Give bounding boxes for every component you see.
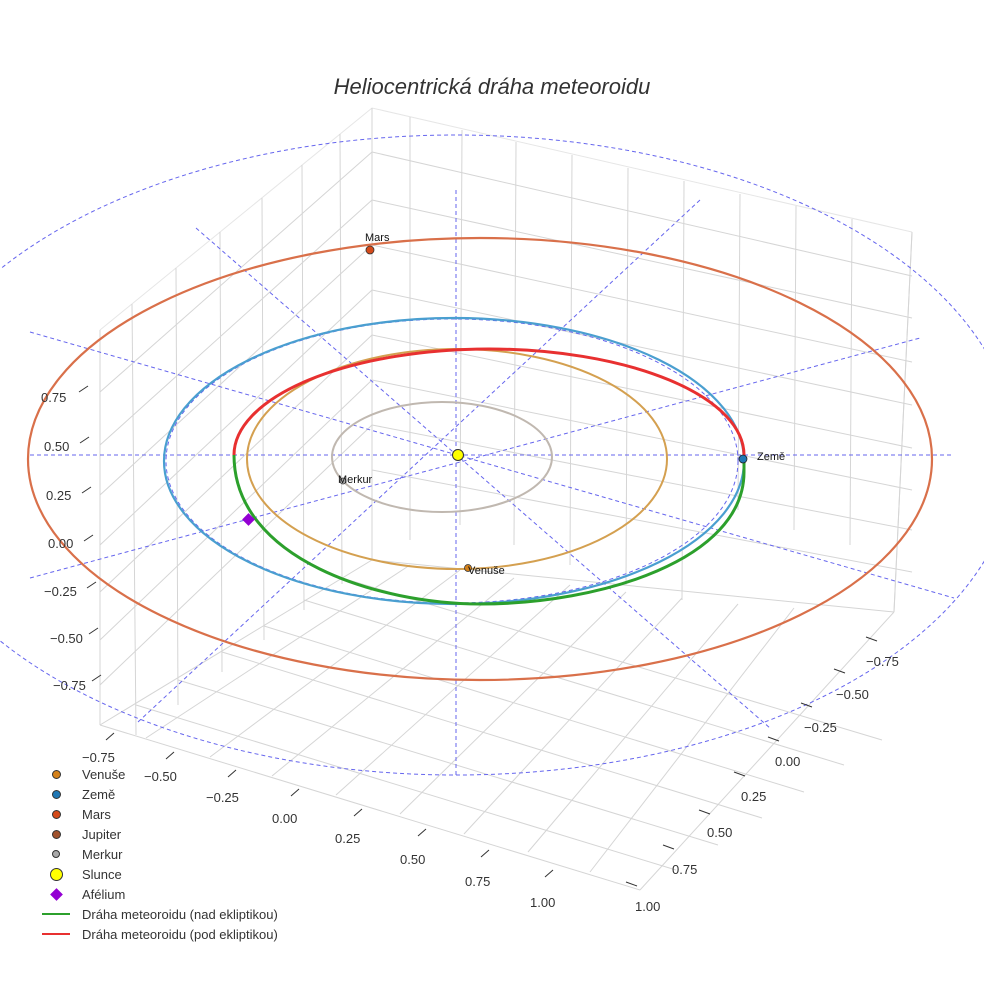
x-tick: 0.00 (272, 811, 297, 826)
z-tick: −0.50 (50, 631, 83, 646)
legend-label: Venuše (82, 766, 126, 782)
y-tick: 0.50 (707, 825, 732, 840)
legend-item-afelium[interactable]: Afélium (36, 884, 278, 904)
line-icon (36, 924, 76, 944)
dot-icon (36, 764, 76, 784)
meteoroid-orbit-below-ecliptic (232, 347, 746, 456)
legend-item-jupiter[interactable]: Jupiter (36, 824, 278, 844)
z-tick: 0.25 (46, 488, 71, 503)
merkur-orbit (331, 401, 553, 513)
x-tick: 0.25 (335, 831, 360, 846)
x-tick: −0.25 (206, 790, 239, 805)
legend-label: Jupiter (82, 826, 122, 842)
z-tick: −0.75 (53, 678, 86, 693)
z-tick: 0.00 (48, 536, 73, 551)
legend-item-merkur[interactable]: Merkur (36, 844, 278, 864)
legend-item-below-ecliptic[interactable]: Dráha meteoroidu (pod ekliptikou) (36, 924, 278, 944)
y-tick: 0.00 (775, 754, 800, 769)
venuse-marker (464, 564, 472, 572)
mars-label: Mars (365, 232, 390, 244)
legend-label: Merkur (82, 846, 123, 862)
z-tick: 0.50 (44, 439, 69, 454)
meteoroid-orbit-above-ecliptic (232, 454, 746, 606)
legend-item-mars[interactable]: Mars (36, 804, 278, 824)
sun-icon (36, 864, 76, 884)
x-tick: −0.50 (144, 769, 177, 784)
legend: Venuše Země Mars Jupiter Merkur Slunce A… (36, 764, 278, 944)
y-tick: 1.00 (635, 899, 660, 914)
zeme-orbit (162, 316, 746, 606)
z-tick: 0.75 (41, 390, 66, 405)
legend-label: Dráha meteoroidu (pod ekliptikou) (82, 926, 278, 942)
legend-item-zeme[interactable]: Země (36, 784, 278, 804)
dot-icon (36, 824, 76, 844)
zeme-label: Země (757, 451, 785, 463)
y-tick: 0.25 (741, 789, 766, 804)
y-tick: −0.75 (866, 654, 899, 669)
legend-item-above-ecliptic[interactable]: Dráha meteoroidu (nad ekliptikou) (36, 904, 278, 924)
merkur-label: Merkur (338, 474, 373, 486)
x-tick: 0.75 (465, 874, 490, 889)
mars-orbit (26, 236, 934, 682)
x-axis: −0.75 −0.50 −0.25 0.00 0.25 0.50 0.75 1.… (82, 732, 555, 910)
x-tick: 1.00 (530, 895, 555, 910)
dot-icon (36, 784, 76, 804)
y-axis: −0.75 −0.50 −0.25 0.00 0.25 0.50 0.75 1.… (625, 636, 899, 914)
chart-title: Heliocentrická dráha meteoroidu (333, 74, 651, 99)
merkur-marker (339, 477, 347, 485)
z-tick: −0.25 (44, 584, 77, 599)
legend-label: Afélium (82, 886, 126, 902)
orbits (26, 236, 934, 682)
legend-label: Země (82, 786, 116, 802)
legend-item-slunce[interactable]: Slunce (36, 864, 278, 884)
line-icon (36, 904, 76, 924)
dot-icon (36, 844, 76, 864)
zeme-marker (738, 454, 748, 464)
legend-item-venuse[interactable]: Venuše (36, 764, 278, 784)
y-tick: −0.25 (804, 720, 837, 735)
legend-label: Slunce (82, 866, 122, 882)
x-tick: 0.50 (400, 852, 425, 867)
x-tick: −0.75 (82, 750, 115, 765)
diamond-icon (36, 884, 76, 904)
y-tick: 0.75 (672, 862, 697, 877)
sun-marker (452, 449, 464, 461)
dot-icon (36, 804, 76, 824)
mars-marker (365, 245, 375, 255)
grid-lines (99, 107, 913, 891)
venuse-label: Venuše (468, 565, 505, 577)
y-tick: −0.50 (836, 687, 869, 702)
z-axis: 0.75 0.50 0.25 0.00 −0.25 −0.50 −0.75 (41, 385, 102, 693)
legend-label: Mars (82, 806, 111, 822)
legend-label: Dráha meteoroidu (nad ekliptikou) (82, 906, 278, 922)
